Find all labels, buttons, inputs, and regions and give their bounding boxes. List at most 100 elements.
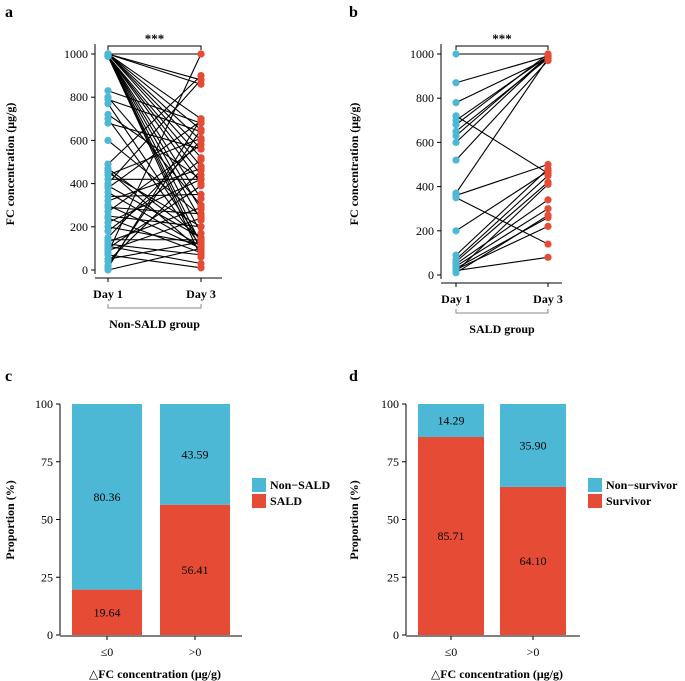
legend-label: Survivor	[606, 494, 652, 508]
pair-line	[107, 206, 202, 243]
y-tick-label: 1000	[410, 47, 434, 61]
day3-point	[197, 214, 205, 222]
legend-swatch	[588, 478, 602, 492]
bar-value-label: 85.71	[438, 529, 465, 543]
day3-point	[544, 222, 552, 230]
bar-value-label: 19.64	[94, 605, 121, 619]
day3-point	[197, 223, 205, 231]
pair-line	[107, 226, 202, 245]
day3-point	[544, 240, 552, 248]
day3-point	[544, 211, 552, 219]
panel-letter: b	[349, 4, 358, 21]
day1-point	[104, 227, 112, 235]
pair-line	[107, 79, 202, 184]
paired-points	[452, 50, 552, 277]
pair-line	[107, 168, 202, 239]
x-tick-label: Day 3	[186, 287, 216, 301]
pair-line	[455, 170, 549, 232]
day3-point	[544, 171, 552, 180]
pair-line	[455, 60, 549, 161]
bar-segment	[418, 404, 484, 438]
pair-line	[455, 225, 549, 270]
y-axis-title: Proportion (%)	[3, 480, 17, 559]
day1-point	[452, 194, 460, 202]
day3-point	[197, 251, 205, 259]
day3-point	[544, 165, 552, 173]
day3-point	[544, 205, 552, 213]
x-axis-title: △FC concentration (μg/g)	[89, 667, 221, 681]
pair-line	[107, 245, 202, 265]
x-axis-title: △FC concentration (μg/g)	[431, 667, 563, 681]
bar-value-label: 43.59	[182, 447, 209, 461]
pair-line	[455, 214, 549, 274]
y-tick-label: 25	[41, 570, 53, 584]
pair-line	[107, 215, 202, 228]
legend-label: Non−survivor	[606, 478, 678, 492]
day3-point	[197, 115, 205, 123]
bars	[418, 404, 566, 635]
y-tick-label: 600	[70, 133, 88, 147]
bar-value-label: 35.90	[520, 438, 547, 452]
day1-point	[452, 79, 460, 87]
day1-point	[452, 50, 460, 58]
day3-point	[197, 136, 205, 144]
y-tick-label: 600	[416, 135, 434, 149]
group-bracket	[107, 304, 202, 309]
panel-c: c 0 25 50 75 100 Proportion (%) 19.64 80.36 56.41…	[3, 368, 331, 681]
panel-letter: c	[5, 368, 12, 385]
day1-point	[452, 99, 460, 107]
pair-line	[107, 53, 202, 253]
pair-line	[107, 53, 202, 131]
pair-line	[107, 191, 202, 247]
y-axis-title: FC concentration (μg/g)	[347, 103, 361, 226]
pair-line	[107, 53, 202, 81]
pair-line	[107, 185, 202, 239]
paired-lines	[107, 53, 202, 271]
pair-line	[107, 140, 202, 238]
y-tick-label: 200	[70, 220, 88, 234]
group-label: Non-SALD group	[109, 317, 200, 331]
bars	[72, 404, 230, 635]
pair-line	[455, 168, 549, 256]
x-tick-label: Day 3	[533, 292, 563, 306]
day3-point	[197, 167, 205, 175]
pair-line	[107, 75, 202, 165]
y-tick-label: 1000	[64, 47, 88, 61]
y-tick-label: 0	[428, 268, 434, 282]
day1-point	[104, 100, 112, 108]
pair-line	[455, 163, 549, 196]
pair-line	[107, 53, 202, 159]
day3-point	[197, 190, 205, 198]
day1-point	[452, 132, 460, 140]
panel-a: a 0 200 400 600 800 1000 FC concentration (μg/g…	[3, 4, 222, 331]
pair-line	[107, 98, 202, 133]
x-tick-label: ≤0	[445, 645, 458, 659]
day3-point	[197, 264, 205, 272]
x-tick-label: Day 1	[441, 292, 471, 306]
bar-segment	[72, 404, 142, 590]
pair-line	[107, 53, 202, 150]
day1-point	[104, 266, 112, 274]
pair-line	[107, 185, 202, 249]
pair-line	[107, 241, 202, 260]
day1-point	[452, 156, 460, 164]
day1-point	[452, 138, 460, 146]
bar-value-label: 64.10	[520, 554, 547, 568]
day1-point	[452, 269, 460, 277]
day3-point	[544, 253, 552, 261]
bar-segment	[418, 437, 484, 635]
pair-line	[455, 115, 549, 174]
y-tick-label: 400	[416, 180, 434, 194]
pair-line	[455, 55, 549, 84]
day3-point	[197, 156, 205, 164]
y-axis-title: FC concentration (μg/g)	[3, 103, 17, 226]
pair-line	[107, 170, 202, 262]
panel-letter: d	[349, 368, 358, 385]
pair-line	[107, 55, 202, 221]
bar-segment	[72, 589, 142, 635]
pair-line	[107, 55, 202, 167]
significance-label: ***	[492, 31, 512, 46]
y-tick-label: 800	[416, 91, 434, 105]
day3-point	[544, 180, 552, 188]
